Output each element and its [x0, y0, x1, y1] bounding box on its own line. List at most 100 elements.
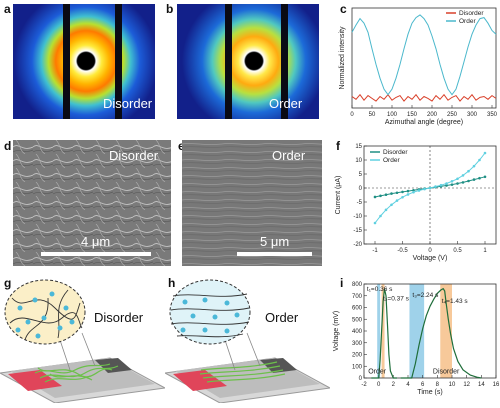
x-tick-label: 350	[487, 112, 498, 118]
y-tick-label: 10	[355, 158, 362, 164]
order-label-h: Order	[265, 310, 299, 325]
saxs-image-disorder: Disorder	[13, 4, 155, 119]
data-point	[472, 164, 476, 168]
x-tick-label: 200	[427, 112, 438, 118]
data-point	[390, 192, 393, 195]
highlight-band-1	[381, 284, 385, 378]
y-tick-label: 0	[359, 376, 363, 382]
chart-f-iv: -1 -0.5 0 0.5 1 -20 -15 -10 -5 0 5 10 15 Voltage (V) C…	[335, 144, 497, 262]
disorder-label-d: Disorder	[109, 148, 159, 163]
data-point	[406, 193, 410, 196]
x-axis-label: Azimuthal angle (degree)	[385, 119, 463, 126]
panel-label-d: d	[4, 139, 12, 153]
x-tick-label: 6	[421, 382, 425, 388]
highlight-band-2	[409, 284, 425, 378]
x-tick-label: 2	[392, 382, 396, 388]
disorder-label-a: Disorder	[103, 96, 153, 111]
legend-label: Disorder	[383, 149, 408, 156]
y-tick-label: 600	[352, 306, 363, 312]
data-point	[439, 183, 443, 187]
data-point	[384, 193, 388, 197]
data-point	[401, 190, 404, 194]
schematic-disorder: Disorder	[0, 278, 167, 404]
y-tick-label: 800	[352, 282, 363, 288]
data-point	[412, 190, 415, 194]
annotation-t4: t₄=1.43 s	[442, 298, 469, 305]
data-point	[373, 195, 377, 199]
data-point	[450, 183, 454, 186]
data-point	[379, 214, 382, 218]
panel-label-g: g	[4, 276, 12, 290]
x-tick-label: 250	[447, 112, 458, 118]
x-tick-label: 4	[406, 382, 410, 388]
annotation-order: Order	[368, 368, 387, 375]
x-tick-label: 0	[377, 382, 381, 388]
data-point	[434, 185, 437, 188]
x-tick-label: 1	[483, 248, 487, 254]
data-point	[445, 184, 448, 187]
x-tick-label: 50	[369, 112, 376, 118]
y-axis-label: Voltage (mV)	[333, 311, 340, 351]
panel-label-b: b	[166, 2, 174, 16]
data-point	[483, 175, 487, 179]
y-tick-label: -10	[353, 214, 362, 220]
order-label-b: Order	[269, 96, 303, 111]
x-tick-label: 0	[350, 112, 354, 118]
y-tick-label: 300	[352, 341, 363, 347]
y-tick-label: -15	[353, 228, 362, 234]
x-axis-label: Voltage (V)	[413, 255, 448, 262]
data-point	[445, 182, 448, 185]
data-point	[467, 169, 470, 173]
data-point	[450, 179, 454, 183]
legend-label: Order	[459, 18, 476, 25]
series-line-Order	[351, 14, 497, 96]
y-axis-label: Current (μA)	[335, 176, 342, 215]
x-tick-label: 12	[463, 382, 470, 388]
x-axis-label: Time (s)	[417, 389, 442, 396]
x-tick-label: -1	[372, 248, 378, 254]
disorder-label-g: Disorder	[94, 310, 144, 325]
x-tick-label: 0.5	[453, 248, 462, 254]
data-point	[417, 189, 421, 192]
x-tick-label: 14	[478, 382, 485, 388]
data-point	[373, 221, 377, 225]
data-point	[461, 174, 465, 177]
scale-bar-label-d: 4 μm	[81, 234, 111, 249]
panel-label-h: h	[168, 276, 176, 290]
data-point	[423, 187, 426, 191]
sem-image-disorder: Disorder 4 μm	[13, 140, 171, 266]
order-label-e: Order	[272, 148, 306, 163]
y-tick-label: 400	[352, 329, 363, 335]
x-tick-label: 100	[387, 112, 398, 118]
series-line-1	[400, 287, 482, 379]
data-point	[483, 151, 487, 155]
y-tick-label: 700	[352, 294, 363, 300]
y-tick-label: 100	[352, 364, 363, 370]
data-point	[395, 191, 399, 195]
data-point	[384, 208, 388, 212]
panel-label-e: e	[178, 139, 185, 153]
panel-label-a: a	[4, 2, 11, 16]
legend-label: Order	[383, 157, 400, 164]
plot-frame	[351, 7, 497, 109]
x-tick-label: -0.5	[397, 248, 408, 254]
highlight-band-0	[377, 284, 381, 378]
y-tick-label: 500	[352, 317, 363, 323]
chart-c-azimuthal: 0 50 100 150 200 250 300 350 Azimuthal angle (de…	[339, 7, 498, 126]
data-point	[412, 188, 415, 192]
data-point	[406, 189, 410, 193]
x-tick-label: 10	[449, 382, 456, 388]
data-point	[472, 178, 476, 181]
y-tick-label: 5	[359, 172, 363, 178]
annotation-disorder: Disorder	[433, 368, 460, 375]
x-tick-label: 16	[493, 382, 500, 388]
y-axis-label: Normalized intensity	[339, 26, 346, 90]
data-point	[401, 195, 404, 199]
data-point	[478, 158, 481, 162]
chart-i-voltage-time: -2 0 2 4 6 8 10 12 14 160100200300400500600700800…	[333, 282, 500, 396]
data-point	[379, 194, 382, 198]
x-tick-label: 300	[467, 112, 478, 118]
x-tick-label: 0	[428, 248, 432, 254]
y-tick-label: -5	[357, 200, 363, 206]
series-line-Disorder	[351, 93, 497, 102]
